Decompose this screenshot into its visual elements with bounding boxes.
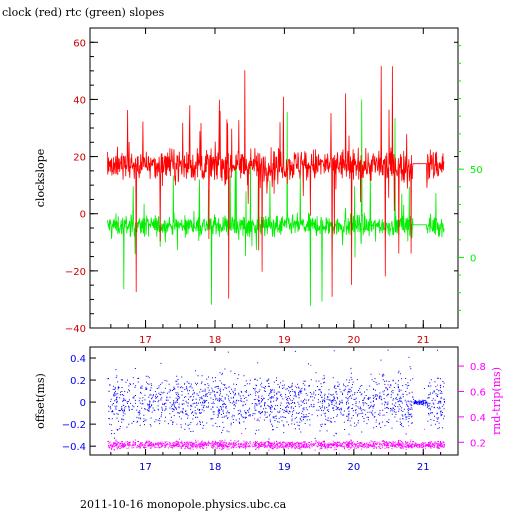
series-line-rtc	[107, 99, 445, 306]
y-axis-label: offset(ms)	[34, 373, 47, 429]
y2-tick-label: 50	[470, 165, 483, 176]
y-tick-label: 0	[80, 398, 86, 409]
x-tick-label: 17	[139, 462, 152, 473]
series-points-offset	[107, 349, 445, 440]
series-line-clock	[107, 65, 445, 299]
x-tick-label: 19	[278, 335, 291, 346]
page-title: clock (red) rtc (green) slopes	[2, 6, 165, 19]
x-tick-label: 18	[209, 462, 222, 473]
y2-tick-label: 0.6	[470, 387, 486, 398]
y-tick-label: −0.2	[62, 420, 86, 431]
slope-panel: −40 −20 0 20 40 60 0 50 17 18 19 20 21 clockslope	[34, 27, 483, 346]
y-tick-label: 0.2	[70, 376, 86, 387]
y2-axis-label: rnd-trip(ms)	[490, 367, 503, 435]
footer-note: 2011-10-16 monopole.physics.ubc.ca	[80, 498, 287, 511]
y2-tick-label: 0.4	[470, 413, 486, 424]
offset-panel: −0.4 −0.2 0 0.2 0.4 0.2 0.4 0.6 0.8 17 18 19 20 21 off…	[34, 346, 503, 473]
y2-tick-label: 0.8	[470, 362, 486, 373]
y-tick-label: −20	[65, 267, 86, 278]
x-tick-label: 17	[139, 335, 152, 346]
series-points-rnd-trip	[107, 364, 445, 455]
x-tick-label: 20	[347, 335, 360, 346]
y-tick-label: 0	[80, 210, 86, 221]
y-tick-label: 0.4	[70, 354, 86, 365]
y-tick-label: −40	[65, 324, 86, 335]
y-tick-label: −0.4	[62, 442, 86, 453]
x-tick-label: 18	[209, 335, 222, 346]
y-tick-label: 60	[73, 38, 86, 49]
y-tick-label: 40	[73, 95, 86, 106]
y-axis-label: clockslope	[34, 149, 47, 207]
y-tick-label: 20	[73, 153, 86, 164]
y2-tick-label: 0	[470, 253, 476, 264]
plot-frame-bottom	[89, 346, 459, 456]
x-tick-label: 20	[347, 462, 360, 473]
x-tick-label: 21	[417, 462, 430, 473]
x-tick-label: 21	[417, 335, 430, 346]
x-tick-label: 19	[278, 462, 291, 473]
y2-tick-label: 0.2	[470, 438, 486, 449]
plot-frame	[89, 27, 459, 329]
